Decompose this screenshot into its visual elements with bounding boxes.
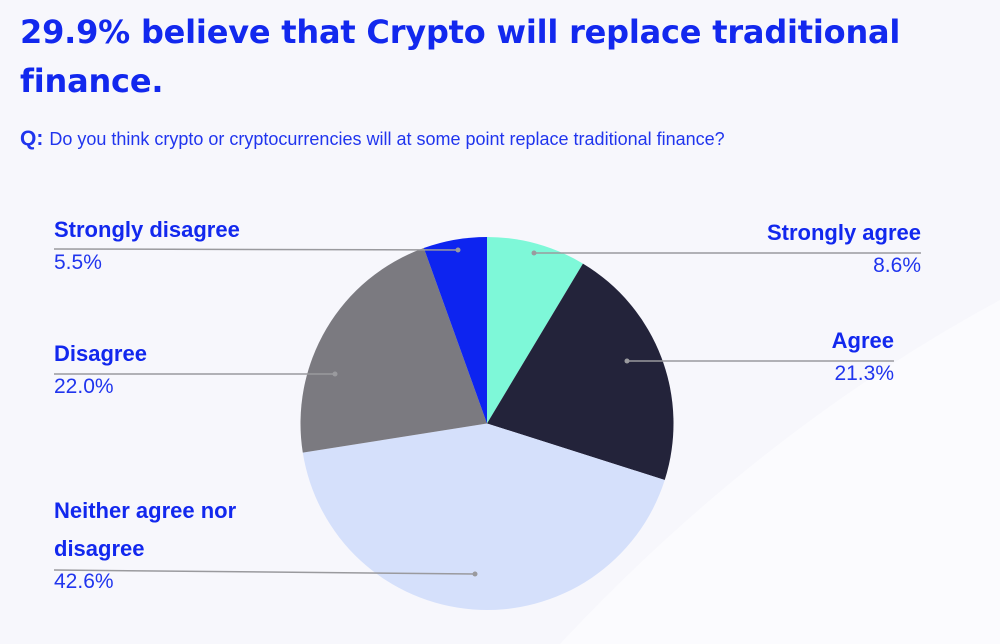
pie-slice-strongly-agree bbox=[487, 237, 583, 424]
label-name: Agree bbox=[831, 328, 894, 353]
pie-slice-strongly-disagree bbox=[423, 237, 487, 424]
leader-dot-strongly-agree bbox=[531, 250, 537, 256]
pie-slice-neither-agree-nor-disagree bbox=[302, 423, 665, 611]
pie-slices bbox=[300, 237, 674, 611]
leader-lines bbox=[53, 247, 921, 577]
label-value: 21.3% bbox=[834, 362, 894, 385]
label-name: Strongly agree bbox=[766, 220, 921, 245]
leader-line-neither bbox=[53, 569, 476, 575]
leader-dot-agree bbox=[624, 358, 630, 364]
pie-slice-disagree bbox=[300, 248, 487, 453]
label-value: 5.5% bbox=[54, 251, 102, 274]
leader-dot-neither bbox=[472, 571, 478, 577]
page-title: 29.9% believe that Crypto will replace t… bbox=[20, 13, 901, 100]
leader-dot-strongly-disagree bbox=[455, 247, 461, 253]
leader-dot-disagree bbox=[332, 371, 338, 377]
question-prefix: Q: bbox=[20, 127, 44, 150]
label-value: 22.0% bbox=[54, 375, 114, 398]
label-name-line1: Neither agree nor bbox=[54, 498, 237, 523]
label-name-line2: disagree bbox=[54, 536, 145, 561]
label-name: Strongly disagree bbox=[54, 217, 240, 242]
label-name: Disagree bbox=[54, 341, 147, 366]
label-disagree: Disagree 22.0% bbox=[54, 335, 147, 401]
label-strongly-agree: Strongly agree 8.6% bbox=[767, 214, 921, 280]
pie-slice-agree bbox=[487, 263, 674, 481]
label-agree: Agree 21.3% bbox=[832, 322, 894, 388]
survey-question: Q: Do you think crypto or cryptocurrencie… bbox=[20, 127, 725, 151]
label-strongly-disagree: Strongly disagree 5.5% bbox=[54, 211, 240, 277]
label-value: 42.6% bbox=[54, 570, 114, 593]
label-neither: Neither agree nor disagree 42.6% bbox=[54, 492, 236, 596]
leader-line-strongly-disagree bbox=[53, 248, 459, 251]
label-value: 8.6% bbox=[873, 254, 921, 277]
question-text: Do you think crypto or cryptocurrencies … bbox=[49, 129, 725, 149]
